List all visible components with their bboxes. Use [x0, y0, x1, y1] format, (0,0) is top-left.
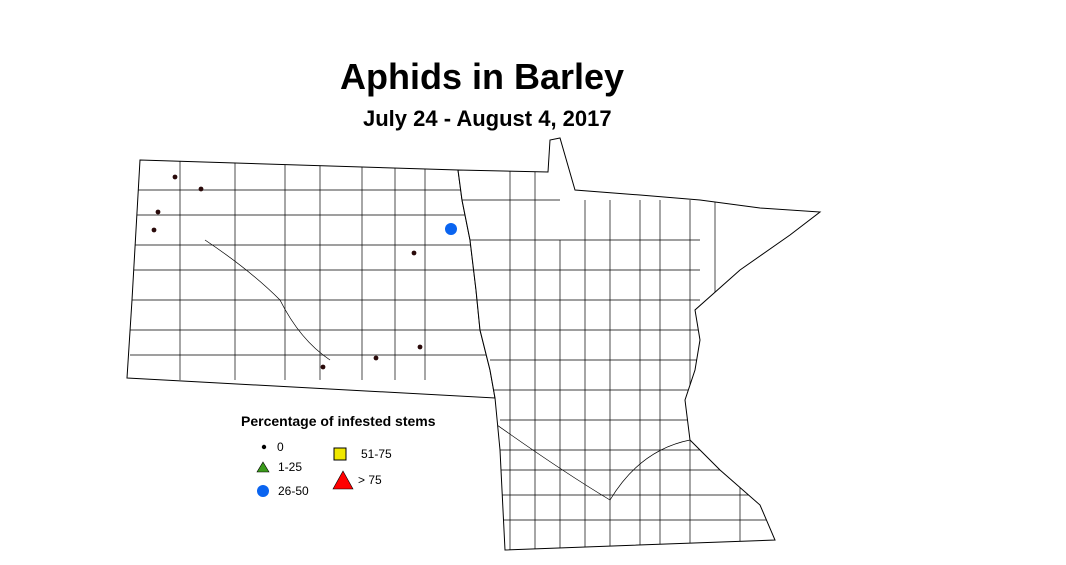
- dot-icon: [261, 444, 267, 450]
- legend-item-1-25: 1-25: [256, 460, 302, 474]
- site-marker-0: [411, 250, 417, 256]
- legend-item-51-75: 51-75: [333, 447, 392, 461]
- map-title: Aphids in Barley: [340, 56, 625, 97]
- yellow-square-icon: [333, 447, 347, 461]
- green-triangle-icon: [256, 461, 270, 473]
- legend-item-26-50: 26-50: [256, 484, 309, 498]
- legend-title: Percentage of infested stems: [241, 413, 436, 429]
- legend-label: 0: [277, 440, 284, 454]
- legend-label: 26-50: [278, 484, 309, 498]
- site-marker-0: [320, 364, 326, 370]
- red-triangle-icon: [332, 470, 354, 490]
- mn-county-lines: [460, 170, 770, 550]
- site-marker-0: [417, 344, 423, 350]
- site-markers: [151, 174, 457, 370]
- site-marker-26-50: [445, 223, 457, 235]
- legend-item-gt-75: > 75: [332, 470, 382, 490]
- site-marker-0: [151, 227, 157, 233]
- site-marker-0: [198, 186, 204, 192]
- north-dakota: [126, 159, 496, 399]
- legend-label: 1-25: [278, 460, 303, 474]
- blue-circle-icon: [257, 485, 269, 497]
- nd-county-lines: [130, 160, 495, 380]
- minnesota: [457, 137, 822, 551]
- site-marker-0: [373, 355, 379, 361]
- map-subtitle: July 24 - August 4, 2017: [363, 106, 612, 131]
- site-marker-0: [155, 209, 161, 215]
- legend-label: > 75: [358, 473, 382, 487]
- site-marker-0: [172, 174, 178, 180]
- legend-item-0: 0: [259, 440, 284, 454]
- legend-label: 51-75: [361, 447, 392, 461]
